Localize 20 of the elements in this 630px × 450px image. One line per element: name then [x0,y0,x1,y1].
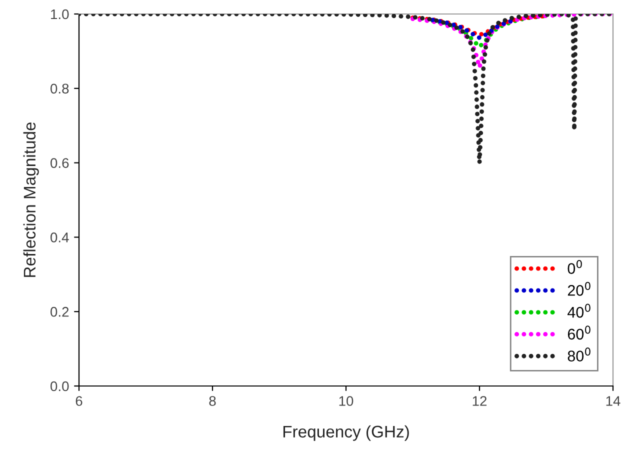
x-tick-label: 10 [339,396,354,406]
y-tick-label: 0.8 [50,84,69,94]
line-series [430,18,516,40]
x-tick-label: 6 [76,396,82,406]
x-axis-title: Frequency (GHz) [283,425,409,441]
legend-label: 20$^{0}$ [568,282,590,296]
y-tick-label: 0.6 [50,158,69,168]
legend-label: 80$^{0}$ [568,348,590,362]
y-axis-title: Reflection Magnitude [23,122,39,277]
y-tick-label: 0.2 [50,306,69,317]
x-tick-label: 12 [472,396,487,406]
line-series [410,14,613,70]
x-tick-label: 8 [209,396,216,406]
y-tick-label: 1.0 [51,9,69,20]
y-tick-label: 0.0 [50,381,69,392]
legend-label: 60$^{0}$ [568,326,590,340]
legend-label: 40$^{0}$ [568,304,590,318]
x-tick-label: 14 [606,396,620,406]
legend-label: 0$^{0}$ [568,260,582,274]
y-tick-label: 0.4 [50,232,69,242]
